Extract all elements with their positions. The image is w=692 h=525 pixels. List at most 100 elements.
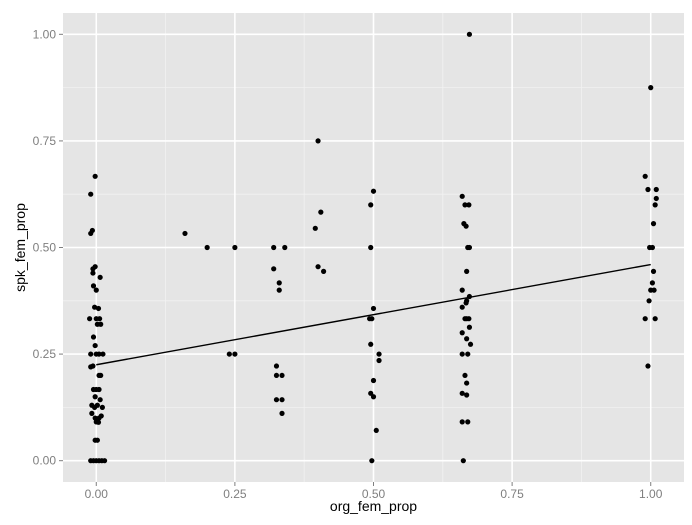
data-point bbox=[279, 410, 285, 416]
data-point bbox=[96, 316, 103, 322]
data-point bbox=[368, 244, 374, 251]
data-point bbox=[92, 342, 98, 349]
data-point bbox=[653, 186, 659, 193]
data-point bbox=[649, 244, 655, 251]
y-tick-label: 0.75 bbox=[33, 134, 57, 148]
data-point bbox=[320, 268, 327, 274]
data-point bbox=[273, 397, 280, 403]
data-point bbox=[89, 410, 95, 416]
data-point bbox=[271, 244, 277, 251]
data-point bbox=[370, 305, 377, 312]
data-point bbox=[232, 244, 238, 251]
data-point bbox=[460, 458, 466, 464]
data-point bbox=[226, 351, 232, 357]
data-point bbox=[94, 402, 100, 408]
data-point bbox=[98, 321, 104, 327]
data-point bbox=[312, 225, 318, 231]
x-axis-title: org_fem_prop bbox=[330, 498, 417, 514]
data-point bbox=[464, 268, 470, 274]
data-point bbox=[232, 351, 238, 357]
data-point bbox=[370, 394, 377, 400]
data-point bbox=[467, 341, 474, 347]
trend-line bbox=[96, 263, 651, 366]
data-point bbox=[459, 419, 465, 425]
data-point bbox=[373, 427, 379, 434]
data-point bbox=[459, 390, 465, 396]
y-tick-label: 0.25 bbox=[33, 347, 57, 361]
data-point bbox=[466, 202, 472, 208]
data-point bbox=[90, 270, 96, 276]
data-point bbox=[652, 202, 658, 208]
data-points bbox=[87, 31, 659, 464]
data-point bbox=[462, 372, 468, 379]
data-point bbox=[466, 324, 473, 330]
data-point bbox=[463, 300, 469, 306]
data-point bbox=[369, 316, 375, 322]
data-point bbox=[88, 191, 94, 197]
x-tick-label: 1.00 bbox=[639, 487, 663, 501]
data-point bbox=[645, 363, 651, 369]
data-point bbox=[466, 31, 473, 37]
x-tick-label: 0.00 bbox=[85, 487, 109, 501]
data-point bbox=[462, 202, 468, 208]
data-point bbox=[97, 397, 103, 403]
data-point bbox=[315, 264, 321, 270]
data-point bbox=[100, 351, 106, 357]
x-tick-label: 0.25 bbox=[223, 487, 247, 501]
data-point bbox=[87, 316, 93, 322]
data-point bbox=[652, 316, 658, 322]
data-point bbox=[459, 287, 465, 293]
data-point bbox=[459, 193, 465, 199]
data-point bbox=[646, 298, 652, 304]
y-tick-label: 0.50 bbox=[33, 241, 57, 255]
data-point bbox=[466, 316, 472, 322]
data-point bbox=[464, 380, 470, 386]
data-point bbox=[282, 244, 288, 251]
data-point bbox=[98, 372, 104, 379]
data-point bbox=[318, 209, 324, 215]
data-point bbox=[92, 173, 98, 179]
data-point bbox=[88, 230, 94, 237]
data-point bbox=[465, 419, 471, 425]
data-point bbox=[271, 266, 277, 272]
data-point bbox=[463, 223, 469, 229]
data-point bbox=[93, 287, 99, 293]
data-point bbox=[96, 351, 102, 357]
data-point bbox=[88, 351, 94, 357]
data-point bbox=[370, 188, 377, 194]
data-point bbox=[279, 372, 285, 379]
data-point bbox=[204, 244, 210, 251]
data-point bbox=[650, 221, 657, 227]
data-point bbox=[98, 413, 104, 419]
data-point bbox=[95, 305, 102, 312]
data-point bbox=[369, 458, 375, 464]
data-point bbox=[464, 392, 470, 398]
data-point bbox=[315, 138, 321, 144]
data-point bbox=[642, 316, 648, 322]
data-point bbox=[182, 230, 188, 237]
data-point bbox=[276, 280, 282, 286]
data-point bbox=[459, 330, 465, 336]
data-point bbox=[653, 195, 659, 202]
data-point bbox=[92, 264, 98, 270]
x-tick-label: 0.75 bbox=[500, 487, 524, 501]
data-point bbox=[90, 458, 97, 464]
data-point bbox=[90, 283, 97, 289]
data-point bbox=[99, 404, 105, 410]
data-point bbox=[94, 437, 100, 443]
data-point bbox=[459, 351, 465, 357]
data-point bbox=[95, 419, 102, 425]
data-point bbox=[273, 372, 280, 379]
y-axis-ticks: 0.00 0.25 0.50 0.75 1.00 bbox=[33, 27, 63, 468]
data-point bbox=[90, 363, 96, 369]
data-point bbox=[648, 85, 654, 91]
data-point bbox=[370, 377, 377, 384]
data-point bbox=[650, 268, 657, 274]
data-point bbox=[464, 336, 470, 342]
data-point bbox=[90, 334, 97, 340]
data-point bbox=[651, 287, 657, 293]
data-point bbox=[273, 363, 280, 369]
data-point bbox=[276, 287, 282, 293]
